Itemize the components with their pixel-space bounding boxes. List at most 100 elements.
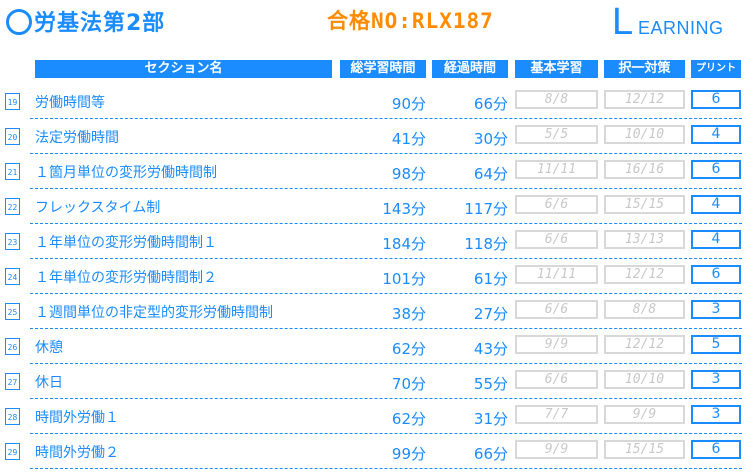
table-row[interactable]: 22 フレックスタイム制 143分 117分 6/6 15/15 4 [0, 189, 756, 224]
table-row[interactable]: 27 休日 70分 55分 6/6 10/10 3 [0, 364, 756, 399]
print-button[interactable]: 3 [691, 300, 741, 319]
print-button[interactable]: 4 [691, 230, 741, 249]
basic-study-button[interactable]: 8/8 [515, 90, 598, 109]
choice-practice-button[interactable]: 9/9 [604, 405, 685, 424]
basic-study-button[interactable]: 5/5 [515, 125, 598, 144]
section-name-link[interactable]: 法定労働時間 [35, 130, 119, 146]
print-button[interactable]: 6 [691, 440, 741, 459]
table-row[interactable]: 25 １週間単位の非定型的変形労働時間制 38分 27分 6/6 8/8 3 [0, 294, 756, 329]
basic-study-button[interactable]: 6/6 [515, 195, 598, 214]
elapsed-time: 117分 [464, 200, 508, 218]
choice-practice-button[interactable]: 15/15 [604, 195, 685, 214]
total-time: 98分 [391, 165, 426, 183]
print-button[interactable]: 6 [691, 160, 741, 179]
total-time: 62分 [391, 410, 426, 428]
table-row[interactable]: 28 時間外労働１ 62分 31分 7/7 9/9 3 [0, 399, 756, 434]
total-time: 90分 [391, 95, 426, 113]
section-name-link[interactable]: フレックスタイム制 [35, 200, 161, 216]
basic-study-button[interactable]: 9/9 [515, 440, 598, 459]
basic-study-button[interactable]: 6/6 [515, 370, 598, 389]
row-divider [30, 468, 742, 469]
table-row[interactable]: 26 休憩 62分 43分 9/9 12/12 5 [0, 329, 756, 364]
table-row[interactable]: 20 法定労働時間 41分 30分 5/5 10/10 4 [0, 119, 756, 154]
section-name-link[interactable]: 時間外労働１ [35, 410, 119, 426]
elapsed-time: 55分 [473, 375, 508, 393]
print-button[interactable]: 3 [691, 370, 741, 389]
elapsed-time: 30分 [473, 130, 508, 148]
section-number: 19 [5, 93, 20, 110]
section-name-link[interactable]: 時間外労働２ [35, 445, 119, 461]
choice-practice-button[interactable]: 12/12 [604, 90, 685, 109]
print-button[interactable]: 4 [691, 195, 741, 214]
circle-icon [6, 9, 32, 35]
section-number: 23 [5, 233, 20, 250]
elapsed-time: 66分 [473, 95, 508, 113]
row-divider [30, 188, 742, 189]
choice-practice-button[interactable]: 10/10 [604, 125, 685, 144]
elapsed-time: 66分 [473, 445, 508, 463]
pass-code: 合格NO:RLX187 [327, 9, 494, 33]
section-name-link[interactable]: 労働時間等 [35, 95, 105, 111]
row-divider [30, 433, 742, 434]
basic-study-button[interactable]: 7/7 [515, 405, 598, 424]
col-basic-header: 基本学習 [515, 60, 598, 78]
basic-study-button[interactable]: 9/9 [515, 335, 598, 354]
table-row[interactable]: 23 １年単位の変形労働時間制１ 184分 118分 6/6 13/13 4 [0, 224, 756, 259]
choice-practice-button[interactable]: 8/8 [604, 300, 685, 319]
total-time: 62分 [391, 340, 426, 358]
row-divider [30, 118, 742, 119]
elapsed-time: 43分 [473, 340, 508, 358]
total-time: 184分 [382, 235, 426, 253]
section-name-link[interactable]: 休日 [35, 375, 63, 391]
section-name-link[interactable]: １年単位の変形労働時間制２ [35, 270, 217, 286]
basic-study-button[interactable]: 11/11 [515, 265, 598, 284]
total-time: 38分 [391, 305, 426, 323]
choice-practice-button[interactable]: 15/15 [604, 440, 685, 459]
col-section-header: セクション名 [35, 60, 332, 78]
section-name-link[interactable]: 休憩 [35, 340, 63, 356]
section-name-link[interactable]: １箇月単位の変形労働時間制 [35, 165, 217, 181]
page-title: 労基法第2部 [34, 11, 166, 36]
print-button[interactable]: 3 [691, 405, 741, 424]
choice-practice-button[interactable]: 12/12 [604, 265, 685, 284]
col-elapsed-header: 経過時間 [432, 60, 508, 78]
row-divider [30, 398, 742, 399]
total-time: 143分 [382, 200, 426, 218]
basic-study-button[interactable]: 6/6 [515, 230, 598, 249]
row-divider [30, 258, 742, 259]
section-number: 21 [5, 163, 20, 180]
print-button[interactable]: 4 [691, 125, 741, 144]
row-divider [30, 328, 742, 329]
basic-study-button[interactable]: 11/11 [515, 160, 598, 179]
section-number: 26 [5, 338, 20, 355]
section-number: 29 [5, 443, 20, 460]
col-print-header: プリント [691, 60, 741, 78]
elapsed-time: 27分 [473, 305, 508, 323]
row-divider [30, 363, 742, 364]
table-row[interactable]: 24 １年単位の変形労働時間制２ 101分 61分 11/11 12/12 6 [0, 259, 756, 294]
row-divider [30, 153, 742, 154]
total-time: 99分 [391, 445, 426, 463]
section-name-link[interactable]: １年単位の変形労働時間制１ [35, 235, 217, 251]
elapsed-time: 61分 [473, 270, 508, 288]
section-name-link[interactable]: １週間単位の非定型的変形労働時間制 [35, 305, 273, 321]
choice-practice-button[interactable]: 10/10 [604, 370, 685, 389]
table-row[interactable]: 29 時間外労働２ 99分 66分 9/9 15/15 6 [0, 434, 756, 469]
total-time: 70分 [391, 375, 426, 393]
section-number: 27 [5, 373, 20, 390]
section-number: 20 [5, 128, 20, 145]
print-button[interactable]: 5 [691, 335, 741, 354]
print-button[interactable]: 6 [691, 90, 741, 109]
table-row[interactable]: 19 労働時間等 90分 66分 8/8 12/12 6 [0, 84, 756, 119]
elapsed-time: 64分 [473, 165, 508, 183]
choice-practice-button[interactable]: 16/16 [604, 160, 685, 179]
table-row[interactable]: 21 １箇月単位の変形労働時間制 98分 64分 11/11 16/16 6 [0, 154, 756, 189]
print-button[interactable]: 6 [691, 265, 741, 284]
logo-initial: L [612, 1, 634, 43]
choice-practice-button[interactable]: 13/13 [604, 230, 685, 249]
section-number: 22 [5, 198, 20, 215]
row-divider [30, 223, 742, 224]
basic-study-button[interactable]: 6/6 [515, 300, 598, 319]
choice-practice-button[interactable]: 12/12 [604, 335, 685, 354]
elapsed-time: 31分 [473, 410, 508, 428]
